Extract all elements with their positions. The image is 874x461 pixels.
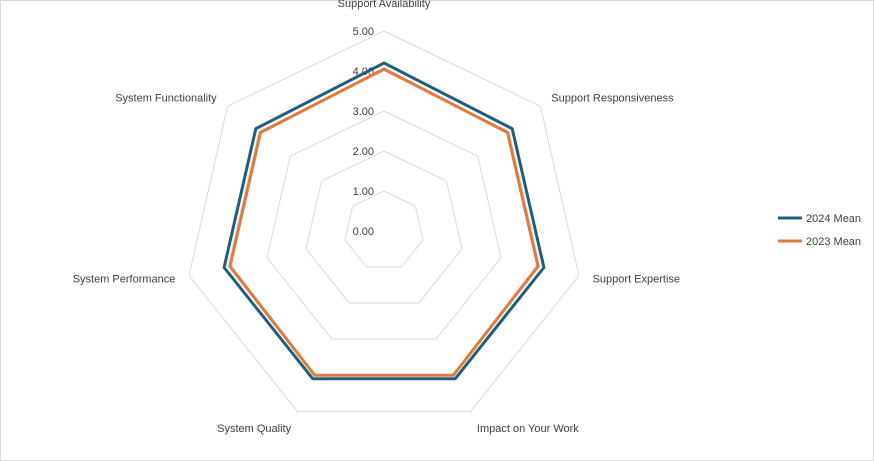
category-label: Support Expertise [593, 274, 680, 286]
category-label: System Performance [73, 274, 176, 286]
grid-ring [344, 190, 424, 268]
series-line-2023-mean [228, 67, 540, 377]
legend: 2024 Mean 2023 Mean [778, 213, 861, 248]
tick-label: 3.00 [353, 106, 374, 118]
category-label: System Functionality [115, 93, 217, 105]
grid-ring [188, 30, 580, 412]
category-labels: Support Availability Support Responsivene… [73, 0, 680, 435]
grid-ring [266, 110, 502, 340]
series-layer [222, 61, 546, 381]
legend-item-2024: 2024 Mean [778, 213, 861, 225]
series-line-2024-mean [222, 61, 546, 381]
legend-label-2024: 2024 Mean [806, 213, 861, 225]
tick-label: 0.00 [353, 226, 374, 238]
category-label: Support Availability [338, 0, 431, 10]
legend-item-2023: 2023 Mean [778, 236, 861, 248]
category-label: Impact on Your Work [477, 423, 579, 435]
category-label: System Quality [217, 423, 291, 435]
tick-label: 1.00 [353, 186, 374, 198]
tick-labels: 0.001.002.003.004.005.00 [353, 26, 374, 238]
grid-layer [188, 30, 580, 412]
tick-label: 2.00 [353, 146, 374, 158]
category-label: Support Responsiveness [551, 93, 674, 105]
tick-label: 5.00 [353, 26, 374, 38]
legend-label-2023: 2023 Mean [806, 236, 861, 248]
grid-ring [305, 150, 463, 304]
